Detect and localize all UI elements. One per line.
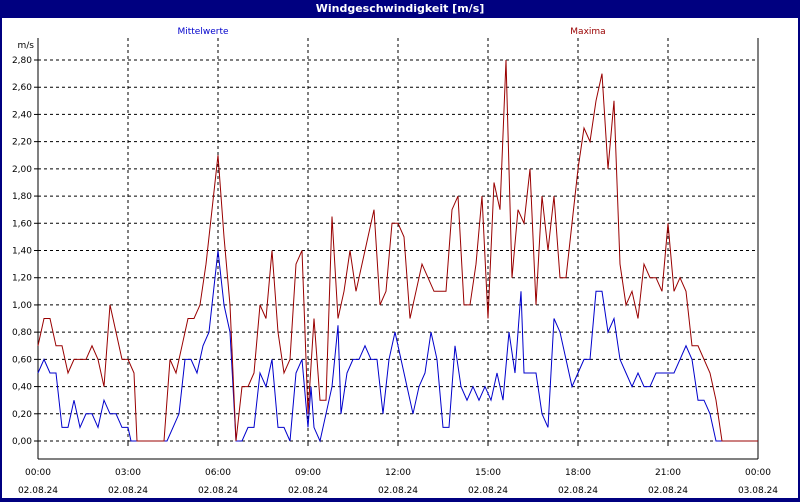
x-tick-time-label: 21:00 — [655, 468, 681, 478]
grid-lines — [38, 38, 758, 442]
y-axis-label: m/s — [18, 41, 35, 51]
y-tick-label: 0,60 — [12, 355, 32, 365]
x-tick-time-label: 09:00 — [295, 468, 321, 478]
y-tick-label: 2,20 — [12, 138, 32, 148]
y-tick-label: 2,40 — [12, 110, 32, 120]
x-tick-date-label: 02.08.24 — [378, 486, 418, 496]
y-tick-label: 2,80 — [12, 56, 32, 66]
x-tick-time-label: 18:00 — [565, 468, 591, 478]
y-tick-label: 1,40 — [12, 247, 32, 257]
x-tick-date-label: 02.08.24 — [468, 486, 508, 496]
x-tick-date-label: 02.08.24 — [558, 486, 598, 496]
y-tick-label: 0,40 — [12, 383, 32, 393]
y-tick-label: 1,60 — [12, 219, 32, 229]
wind-speed-chart: 0,00 0,20 0,40 0,60 0,80 1,00 1,20 1,40 1,60 1,80… — [12, 27, 778, 496]
x-tick-date-label: 02.08.24 — [648, 486, 688, 496]
y-tick-label: 2,60 — [12, 83, 32, 93]
x-tick-date-label: 02.08.24 — [18, 486, 58, 496]
legend-entry-mittelwerte: Mittelwerte — [177, 27, 228, 37]
y-tick-label: 1,80 — [12, 192, 32, 202]
axes — [34, 38, 759, 460]
series-line-maxima — [37, 59, 758, 442]
legend: Mittelwerte Maxima — [177, 27, 605, 37]
x-tick-time-label: 03:00 — [115, 468, 141, 478]
tick-labels: 0,00 0,20 0,40 0,60 0,80 1,00 1,20 1,40 1,60 1,80… — [12, 41, 778, 496]
y-tick-label: 0,00 — [12, 437, 32, 447]
x-tick-date-label: 02.08.24 — [198, 486, 238, 496]
y-tick-label: 0,80 — [12, 328, 32, 338]
y-tick-label: 2,00 — [12, 165, 32, 175]
legend-entry-maxima: Maxima — [570, 27, 605, 37]
chart-panel: 0,00 0,20 0,40 0,60 0,80 1,00 1,20 1,40 1,60 1,80… — [2, 18, 798, 498]
y-tick-label: 1,00 — [12, 301, 32, 311]
x-tick-time-label: 12:00 — [385, 468, 411, 478]
chart-title: Windgeschwindigkeit [m/s] — [315, 2, 485, 15]
y-tick-label: 0,20 — [12, 410, 32, 420]
y-tick-label: 1,20 — [12, 274, 32, 284]
x-tick-time-label: 15:00 — [475, 468, 501, 478]
x-tick-time-label: 00:00 — [745, 468, 771, 478]
series-lines — [37, 59, 758, 443]
x-tick-time-label: 00:00 — [25, 468, 51, 478]
x-tick-date-label: 02.08.24 — [288, 486, 328, 496]
x-tick-date-label: 02.08.24 — [108, 486, 148, 496]
series-line-mittelwerte — [37, 250, 758, 443]
x-tick-time-label: 06:00 — [205, 468, 231, 478]
x-tick-date-label: 03.08.24 — [738, 486, 778, 496]
